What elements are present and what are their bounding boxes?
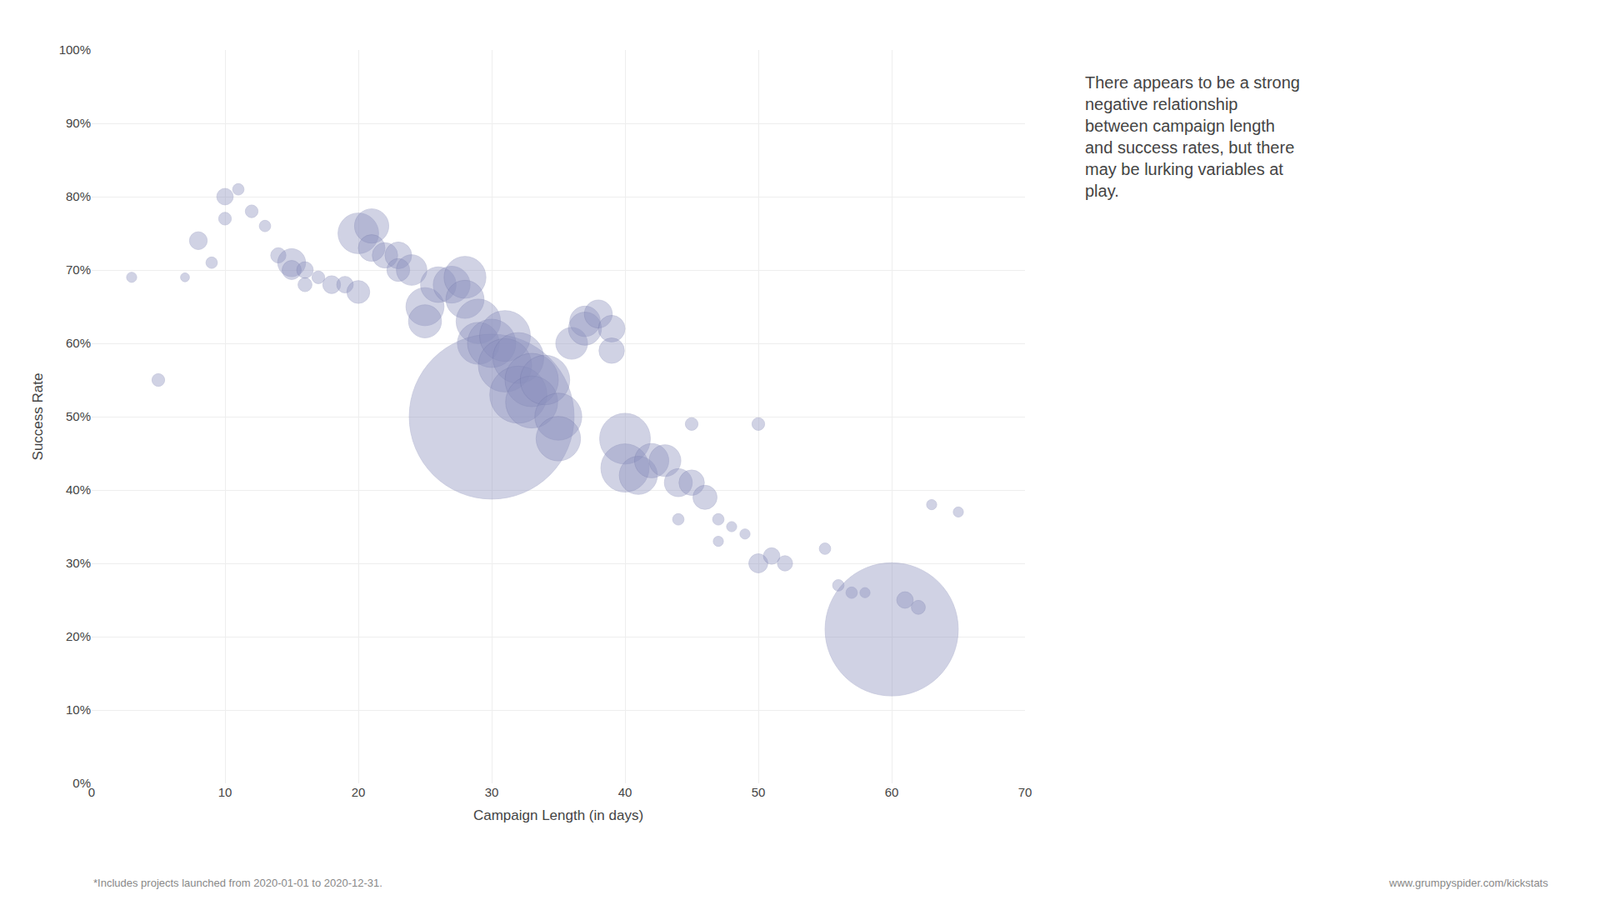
svg-text:60%: 60% <box>65 335 91 350</box>
svg-text:10%: 10% <box>65 702 91 717</box>
svg-text:50%: 50% <box>65 409 91 424</box>
svg-text:There appears to be a strongne: There appears to be a strongnegative rel… <box>1085 73 1300 200</box>
svg-text:20%: 20% <box>65 629 91 644</box>
svg-text:70%: 70% <box>65 262 91 277</box>
svg-text:90%: 90% <box>65 115 91 130</box>
svg-text:0: 0 <box>88 785 95 800</box>
svg-text:30: 30 <box>485 785 500 800</box>
svg-text:www.grumpyspider.com/kickstats: www.grumpyspider.com/kickstats <box>1388 876 1549 890</box>
svg-text:0%: 0% <box>72 775 91 790</box>
svg-text:*Includes projects launched fr: *Includes projects launched from 2020-01… <box>93 876 383 890</box>
svg-text:40: 40 <box>618 785 633 800</box>
svg-text:50: 50 <box>751 785 766 800</box>
svg-text:20: 20 <box>351 785 366 800</box>
svg-text:80%: 80% <box>65 189 91 204</box>
svg-text:100%: 100% <box>59 42 91 57</box>
svg-text:Campaign Length (in days): Campaign Length (in days) <box>473 807 644 824</box>
svg-text:30%: 30% <box>65 555 91 570</box>
svg-text:10: 10 <box>218 785 233 800</box>
svg-text:70: 70 <box>1018 785 1033 800</box>
svg-text:Success Rate: Success Rate <box>30 373 46 461</box>
svg-text:40%: 40% <box>65 482 91 497</box>
svg-text:60: 60 <box>885 785 900 800</box>
